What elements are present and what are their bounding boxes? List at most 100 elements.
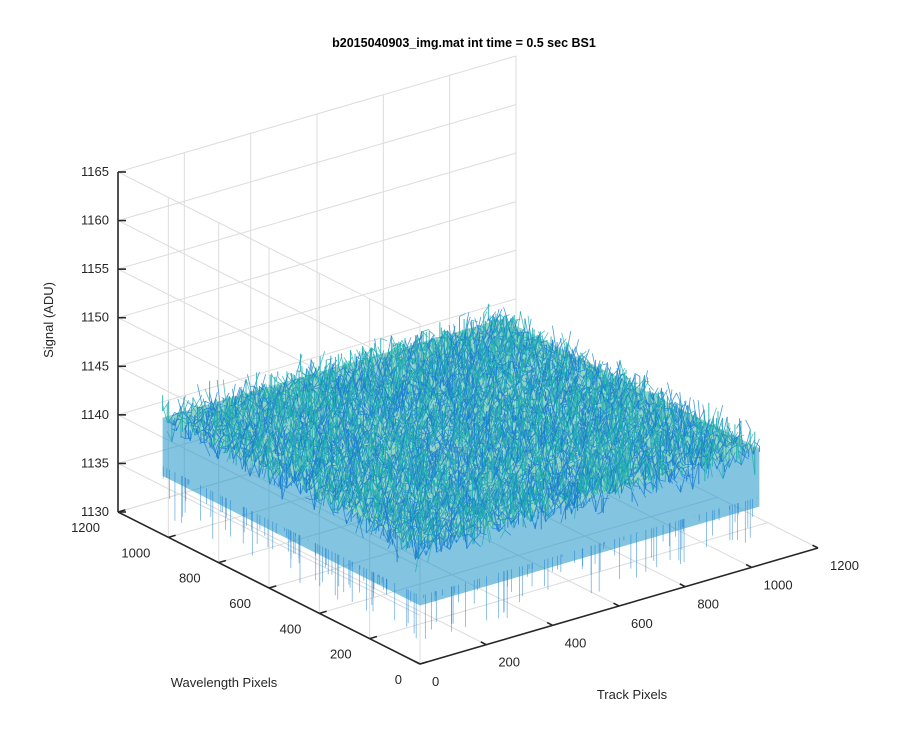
surface-mesh-line	[555, 385, 562, 398]
surface-mesh-line	[601, 392, 609, 396]
surface-mesh-line	[634, 424, 640, 443]
surface-mesh-line	[515, 353, 522, 377]
surface-mesh-line	[544, 346, 550, 349]
surface-mesh-line	[698, 446, 704, 467]
surface-mesh-line	[440, 379, 447, 388]
surface-mesh-line	[581, 477, 589, 484]
surface-mesh-line	[469, 321, 476, 344]
surface-mesh-line	[660, 450, 666, 454]
surface-mesh-line	[467, 394, 474, 404]
surface-mesh-line	[627, 474, 633, 493]
surface-mesh-line	[702, 404, 708, 436]
surface-mesh-line	[530, 422, 536, 426]
surface-mesh-line	[508, 392, 515, 423]
surface-mesh-line	[745, 419, 751, 430]
surface-mesh-line	[635, 445, 641, 449]
surface-mesh	[162, 303, 760, 639]
surface-mesh-line	[652, 461, 658, 472]
surface-mesh-line	[581, 352, 587, 370]
surface-mesh-line	[558, 429, 566, 450]
surface-mesh-line	[549, 369, 557, 377]
surface-mesh-line	[672, 424, 678, 432]
surface-mesh-line	[478, 361, 484, 377]
surface-mesh-line	[537, 376, 543, 389]
surface-mesh-line	[633, 452, 640, 465]
surface-mesh-line	[394, 382, 400, 401]
surface-mesh-line	[577, 374, 584, 386]
surface-mesh-line	[393, 377, 399, 405]
surface-mesh-line	[535, 359, 543, 380]
surface-mesh-line	[459, 339, 465, 341]
surface-mesh-line	[584, 448, 592, 475]
surface-mesh-line	[727, 434, 734, 437]
surface-mesh-line	[571, 385, 578, 392]
surface-mesh-line	[437, 367, 444, 371]
surface-mesh-line	[538, 330, 546, 336]
surface-mesh-line	[471, 329, 477, 336]
surface-mesh-line	[505, 344, 511, 354]
surface-mesh-line	[635, 373, 641, 377]
surface-mesh-line	[423, 360, 429, 366]
surface-mesh-line	[603, 414, 609, 417]
surface-mesh-line	[602, 485, 609, 494]
surface-mesh-line	[594, 393, 601, 398]
surface-mesh-line	[457, 412, 463, 426]
surface-mesh-line	[589, 495, 596, 500]
surface-mesh-line	[580, 497, 586, 507]
surface-mesh-line	[415, 336, 423, 352]
surface-mesh-line	[543, 352, 550, 357]
surface-mesh-line	[432, 339, 438, 343]
surface-mesh-line	[469, 396, 475, 407]
surface-mesh-line	[654, 391, 661, 404]
surface-mesh-line	[530, 433, 537, 438]
surface-mesh-line	[688, 423, 696, 429]
surface-mesh-line	[362, 362, 368, 376]
surface-mesh-line	[528, 382, 534, 394]
surface-mesh-line	[507, 404, 513, 421]
surface-mesh-line	[569, 388, 576, 400]
surface-mesh-line	[455, 414, 462, 425]
surface-mesh-line	[684, 451, 690, 455]
surface-mesh-line	[658, 414, 666, 426]
surface-mesh-line	[428, 396, 435, 401]
surface-mesh-line	[514, 318, 521, 321]
surface-mesh-line	[630, 472, 636, 478]
surface-mesh-line	[406, 345, 414, 368]
surface-mesh-line	[376, 351, 383, 360]
surface-mesh-line	[698, 463, 706, 472]
surface-mesh-line	[577, 478, 583, 484]
surface-mesh-line	[458, 375, 466, 387]
surface-mesh-line	[448, 325, 456, 350]
surface-mesh-line	[452, 377, 458, 391]
surface-mesh-line	[667, 412, 673, 422]
surface-mesh-line	[543, 389, 550, 409]
surface-mesh-line	[604, 460, 610, 466]
surface-mesh-line	[503, 407, 510, 423]
surface-mesh-line	[524, 318, 530, 343]
surface-mesh-line	[516, 411, 524, 427]
surface-mesh-line	[476, 393, 483, 401]
surface-mesh-line	[622, 453, 628, 470]
surface-mesh-line	[434, 405, 442, 436]
surface-mesh-line	[493, 393, 499, 398]
surface-mesh-line	[400, 342, 407, 350]
surface-mesh-line	[666, 436, 672, 445]
surface-mesh-line	[551, 397, 557, 411]
surface-mesh-line	[527, 402, 533, 413]
surface-mesh-line	[628, 425, 635, 433]
surface-mesh-line	[453, 346, 459, 359]
surface-mesh-line	[479, 427, 486, 431]
surface-mesh-line	[483, 318, 489, 330]
surface-mesh-line	[377, 365, 384, 378]
surface-mesh-line	[519, 375, 525, 395]
surface-mesh-line	[719, 440, 727, 448]
surface-mesh-line	[618, 427, 625, 437]
surface-mesh-line	[651, 464, 659, 479]
surface-mesh-line	[740, 442, 746, 445]
surface-mesh-line	[500, 398, 507, 404]
surface-mesh-line	[579, 448, 586, 464]
grid-line-z-wall	[117, 171, 421, 325]
surface-mesh-line	[403, 359, 409, 362]
surface-mesh-line	[486, 427, 492, 435]
surface-mesh-line	[461, 330, 466, 334]
